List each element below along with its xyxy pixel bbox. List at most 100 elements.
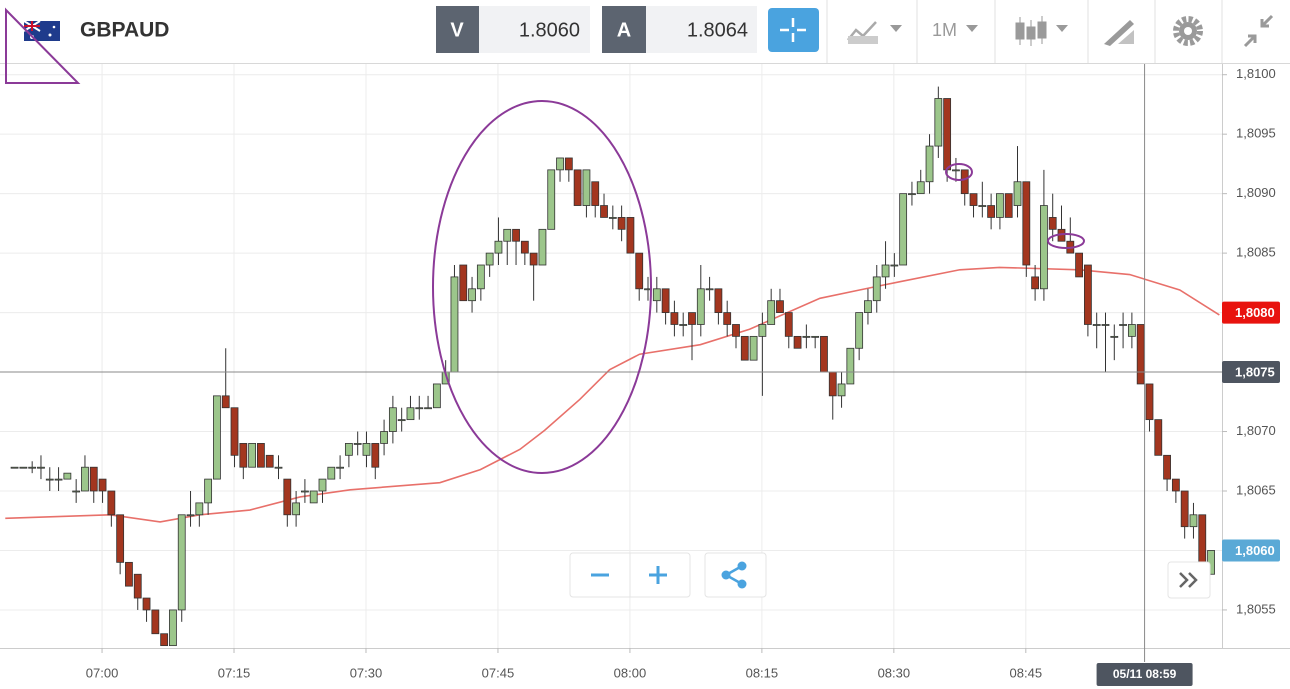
ellipse-drawing — [432, 100, 652, 474]
candle-body — [529, 252, 538, 266]
candle-body — [485, 252, 494, 266]
candle-body — [125, 561, 133, 587]
candle-body — [450, 276, 459, 373]
candle-body — [1092, 324, 1101, 326]
candle-body — [1127, 324, 1136, 337]
x-tick-label: 07:15 — [218, 665, 251, 680]
candle-body — [380, 431, 388, 444]
bid-price: 1.8060 — [519, 19, 580, 41]
candle-body — [846, 347, 855, 385]
candle-body — [468, 288, 476, 302]
zoom-in[interactable] — [649, 566, 667, 584]
candle-body — [600, 205, 608, 218]
candle-body — [186, 514, 195, 517]
scroll-latest-button[interactable] — [1167, 561, 1211, 599]
candle-body — [45, 478, 54, 481]
collapse-button[interactable] — [1243, 14, 1274, 48]
timeframe-caret — [966, 25, 978, 32]
candle-body — [459, 264, 468, 302]
candle-body — [63, 472, 72, 480]
y-tick-label: 1,8065 — [1236, 482, 1276, 497]
candle-body — [608, 217, 617, 219]
candle-style-button[interactable] — [1015, 16, 1068, 46]
settings-button[interactable] — [1173, 16, 1203, 46]
x-tick-label: 08:00 — [614, 665, 647, 680]
candle-body — [582, 169, 591, 206]
candle-body — [230, 407, 239, 456]
candle-body — [749, 335, 758, 361]
candle-body — [1154, 419, 1163, 456]
drawing-tools-button[interactable] — [1104, 20, 1134, 46]
y-tick-label: 1,8095 — [1236, 126, 1276, 141]
candle-body — [538, 228, 547, 266]
candle-body — [1136, 324, 1145, 385]
x-tick-label: 07:45 — [482, 665, 515, 680]
candle-body — [573, 169, 582, 206]
candle-body — [283, 478, 292, 516]
crosshair-x-label: 05/11 08:59 — [1113, 667, 1177, 681]
candle-body — [1075, 252, 1083, 278]
candle-body — [679, 324, 688, 326]
candle-body — [1022, 181, 1031, 266]
x-tick-label: 08:30 — [878, 665, 911, 680]
candle-body — [353, 443, 362, 445]
candle-body — [512, 228, 520, 242]
candle-body — [177, 514, 186, 611]
candle-body — [248, 443, 257, 468]
candle-body — [740, 335, 749, 361]
ask-label: A — [617, 19, 631, 41]
candle-body — [811, 335, 820, 338]
candle-body — [635, 252, 644, 290]
candle-body — [362, 443, 371, 456]
candle-body — [908, 193, 916, 196]
candle-body — [1189, 514, 1198, 528]
crosshair-icon — [780, 18, 806, 42]
candle-body — [292, 502, 301, 516]
candle-body — [960, 169, 969, 195]
crosshair-button[interactable] — [768, 8, 819, 52]
candle-body — [19, 466, 28, 469]
crosshair-y-label: 1,8075 — [1235, 364, 1275, 379]
zoom-controls — [569, 552, 767, 598]
candle-body — [503, 228, 512, 242]
triangle-drawing — [5, 7, 81, 84]
crosshair-x-tag — [1096, 663, 1193, 686]
candle-body — [169, 609, 177, 647]
candle-body — [978, 205, 987, 207]
share-button[interactable] — [721, 561, 747, 589]
y-tick-label: 1,8100 — [1236, 66, 1276, 81]
bid-button[interactable] — [436, 6, 479, 53]
candle-body — [758, 324, 767, 337]
candle-body — [776, 300, 784, 313]
timeframe[interactable]: 1M — [932, 20, 957, 40]
price-tag — [1222, 539, 1280, 562]
candle-body — [767, 300, 776, 325]
ellipse-drawing — [1047, 233, 1085, 249]
price-tag — [1222, 301, 1280, 324]
candle-body — [1198, 514, 1207, 563]
candle-body — [221, 395, 230, 409]
candle-body — [336, 466, 344, 469]
candle-body — [371, 443, 380, 468]
user-drawings — [5, 7, 1085, 474]
candle-body — [1101, 324, 1110, 326]
candle-body — [899, 193, 908, 266]
candle-body — [872, 276, 881, 302]
candle-body — [837, 383, 846, 397]
candle-body — [520, 240, 529, 254]
candle-body — [301, 490, 309, 493]
candle-body — [257, 443, 265, 468]
candle-body — [274, 466, 283, 469]
candle-body — [1171, 478, 1180, 492]
y-tick-label: 1,8070 — [1236, 423, 1276, 438]
candle-body — [916, 181, 925, 195]
candle-body — [1040, 205, 1048, 290]
candle-body — [969, 193, 978, 206]
candle-body — [239, 443, 248, 468]
candle-body — [828, 371, 837, 397]
candle-body — [996, 193, 1004, 218]
candle-body — [10, 466, 19, 469]
chart-type-button[interactable] — [847, 21, 902, 44]
bid-label: V — [450, 19, 464, 41]
ask-button[interactable] — [602, 6, 646, 53]
